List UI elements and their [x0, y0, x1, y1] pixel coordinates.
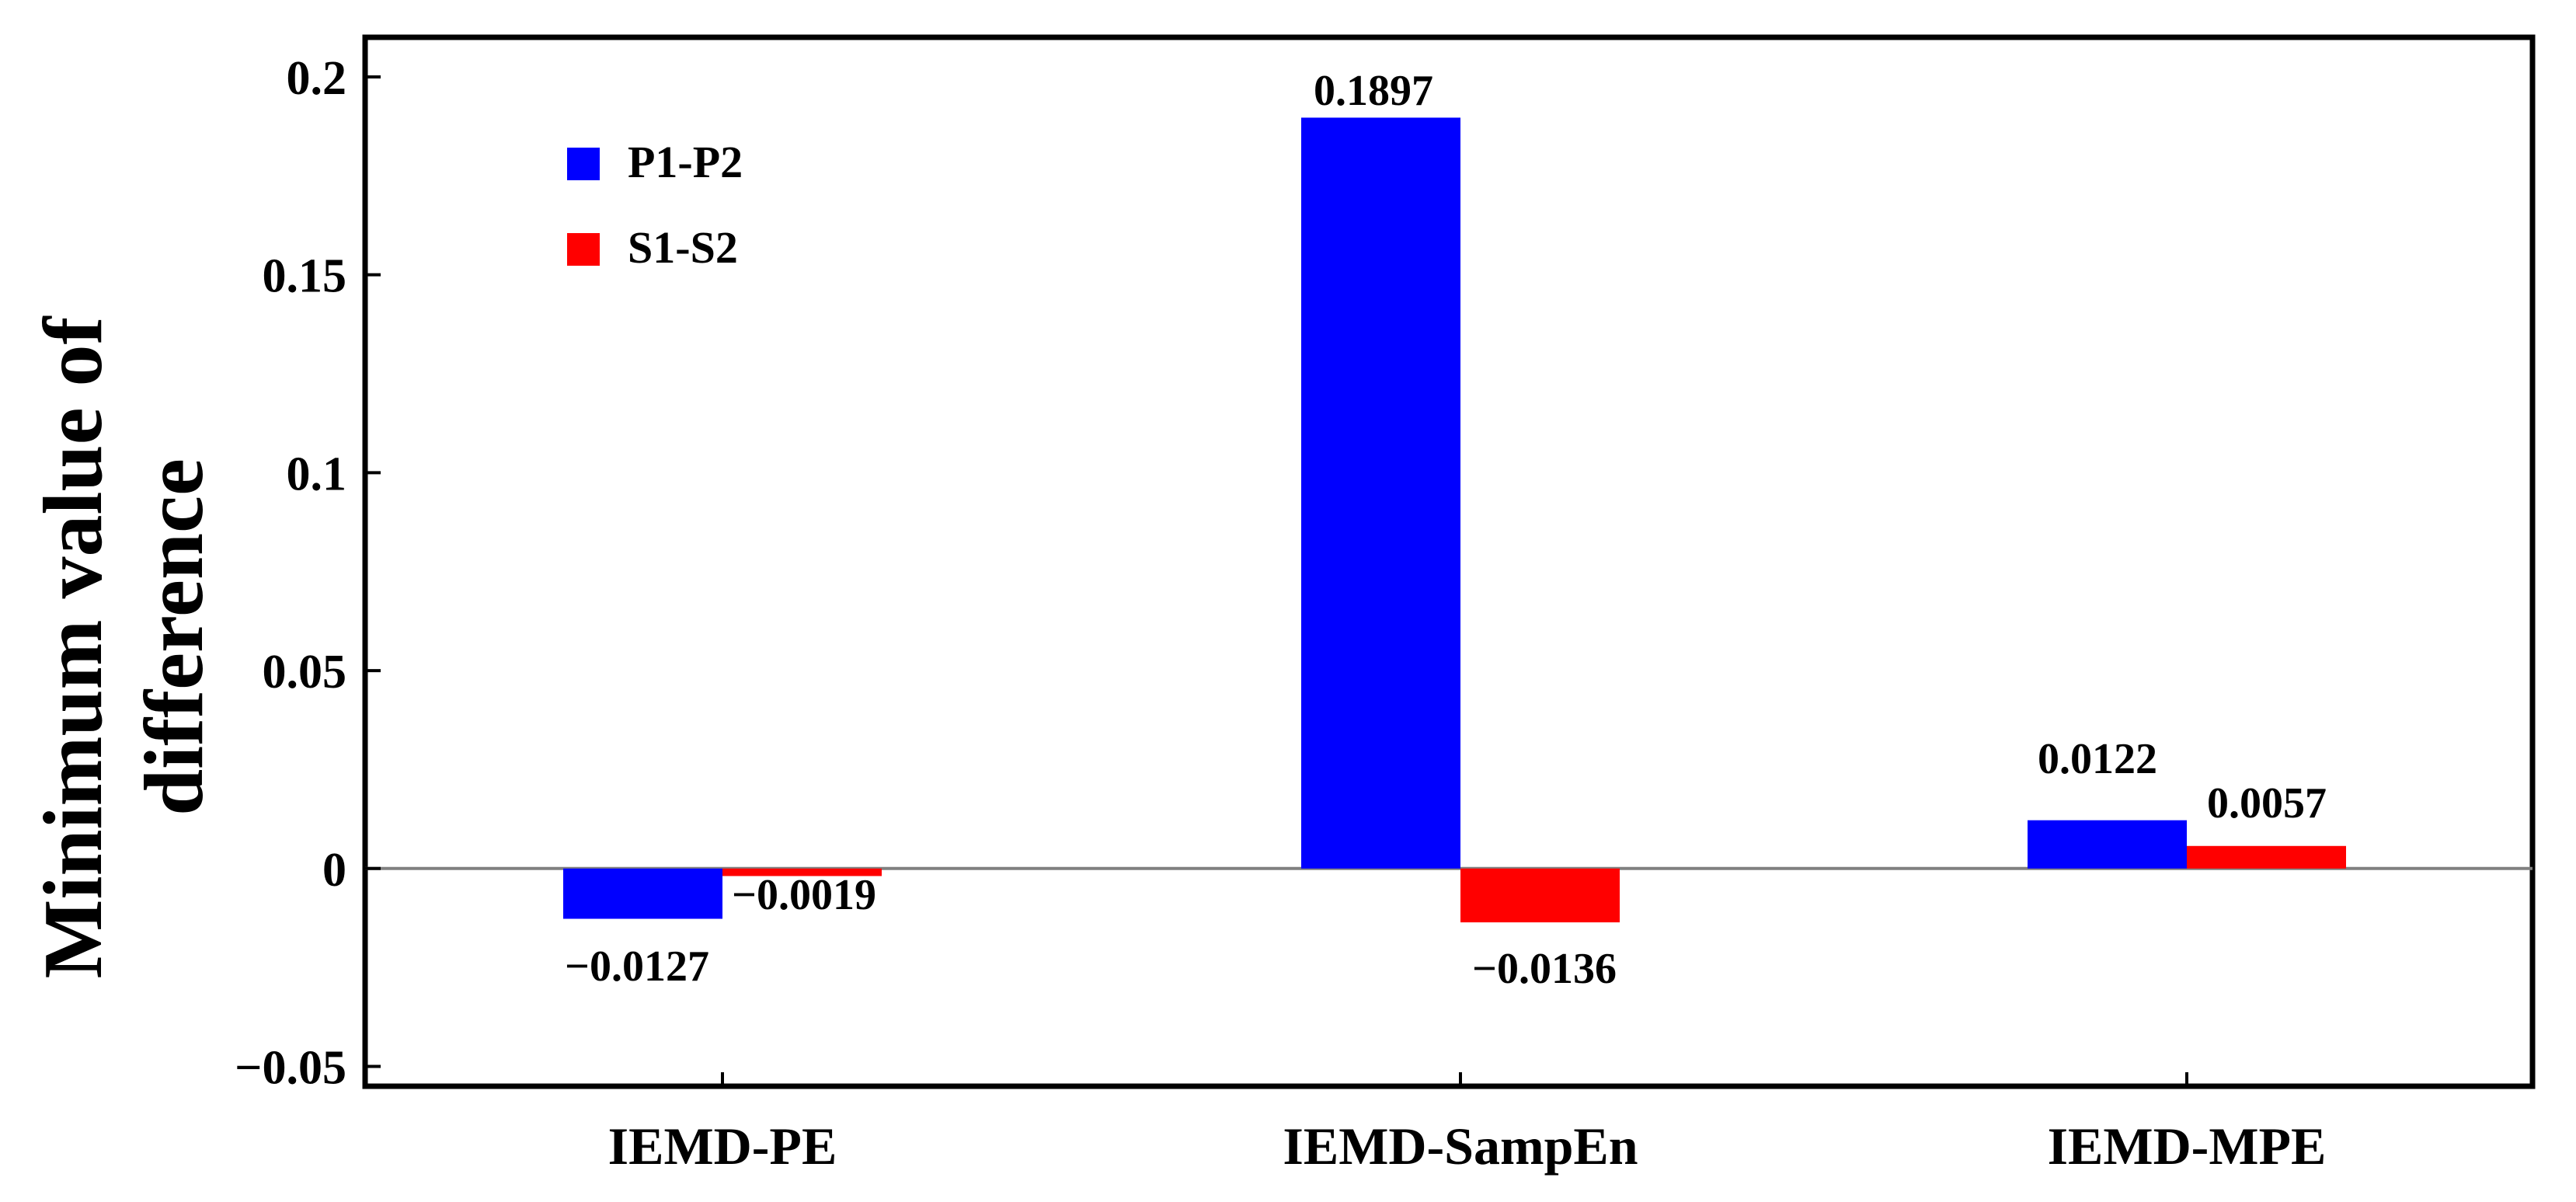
y-tick-label: −0.05 — [235, 1042, 346, 1095]
bar-p1-p2 — [1301, 117, 1460, 869]
bar-p1-p2 — [563, 868, 722, 919]
y-tick-label: 0.05 — [263, 646, 347, 699]
y-tick-label: 0 — [322, 844, 346, 897]
y-axis-label-line-1: Minimum value of — [27, 315, 120, 978]
data-label: 0.0057 — [2207, 779, 2327, 827]
y-axis-label-line-2: difference — [128, 458, 221, 816]
legend-label: S1-S2 — [628, 222, 738, 273]
legend-label: P1-P2 — [628, 137, 743, 187]
data-label: 0.1897 — [1314, 67, 1433, 115]
x-tick-label: IEMD-MPE — [2048, 1117, 2327, 1176]
legend-swatch-s1-s2 — [567, 233, 600, 266]
bar-p1-p2 — [2028, 820, 2187, 869]
x-tick-label: IEMD-SampEn — [1283, 1117, 1638, 1176]
legend-swatch-p1-p2 — [567, 148, 600, 180]
y-tick-label: 0.2 — [287, 52, 347, 105]
x-tick-label: IEMD-PE — [608, 1117, 837, 1176]
bar-s1-s2 — [1460, 868, 1620, 923]
bar-s1-s2 — [2187, 845, 2346, 869]
data-label: 0.0122 — [2038, 735, 2157, 783]
bar-s1-s2 — [722, 868, 882, 876]
data-label: −0.0136 — [1472, 945, 1617, 993]
data-label: −0.0127 — [565, 942, 709, 991]
plot-frame — [362, 34, 2536, 1089]
y-axis-label: Minimum value of difference — [27, 296, 221, 979]
y-tick-label: 0.1 — [287, 448, 347, 500]
data-label: −0.0019 — [732, 871, 876, 919]
y-tick-label: 0.15 — [263, 250, 347, 303]
